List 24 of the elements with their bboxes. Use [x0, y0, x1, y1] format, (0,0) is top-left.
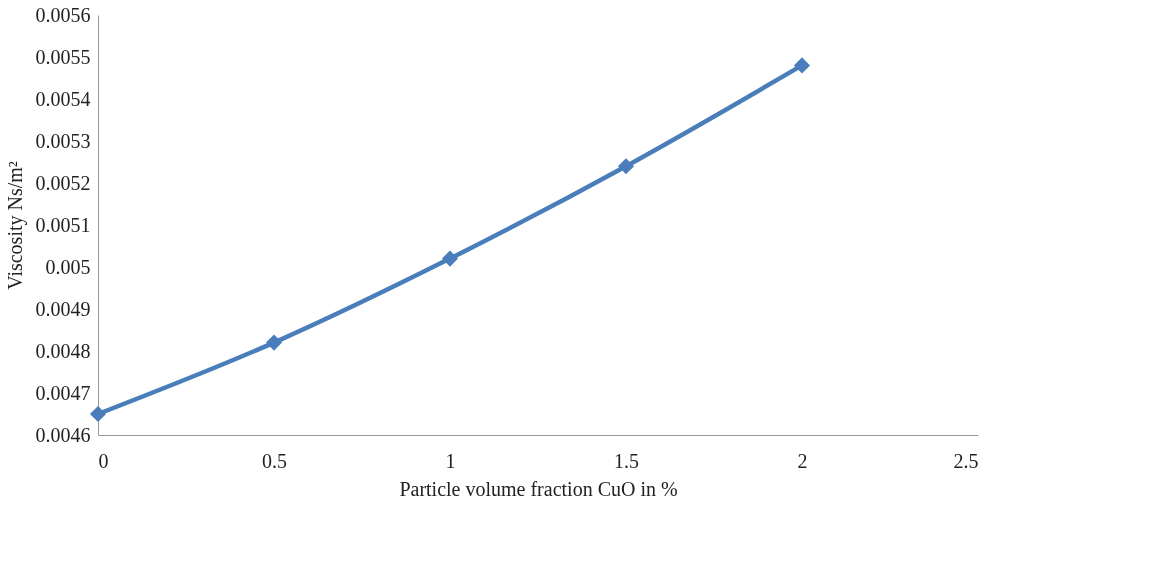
y-tick-label: 0.0046 [35, 423, 91, 446]
x-tick-label: 0 [98, 449, 109, 472]
x-tick-label: 2 [797, 449, 808, 472]
y-tick-label: 0.0054 [35, 87, 91, 110]
point [793, 57, 811, 74]
x-tick-label: 1 [445, 449, 456, 472]
x-axis-title: Particle volume fraction CuO in % [399, 477, 678, 500]
y-tick-label: 0.0053 [35, 129, 91, 152]
x-tick-label: 2.5 [953, 449, 979, 472]
y-tick-label: 0.0056 [35, 3, 91, 26]
y-tick-label: 0.0048 [35, 339, 91, 362]
point [617, 158, 635, 175]
point [89, 405, 107, 423]
y-tick-label: 0.005 [45, 255, 91, 278]
point [441, 250, 459, 267]
point [265, 334, 283, 351]
x-tick-label: 1.5 [614, 449, 639, 472]
y-tick-label: 0.0052 [35, 171, 91, 194]
y-tick-label: 0.0051 [35, 213, 91, 236]
y-tick-label: 0.0049 [35, 297, 91, 320]
x-tick-label: 0.5 [262, 449, 287, 472]
y-axis-title: Viscosity Ns/m² [3, 161, 27, 290]
y-tick-label: 0.0047 [35, 381, 91, 404]
y-tick-label: 0.0055 [35, 45, 91, 68]
